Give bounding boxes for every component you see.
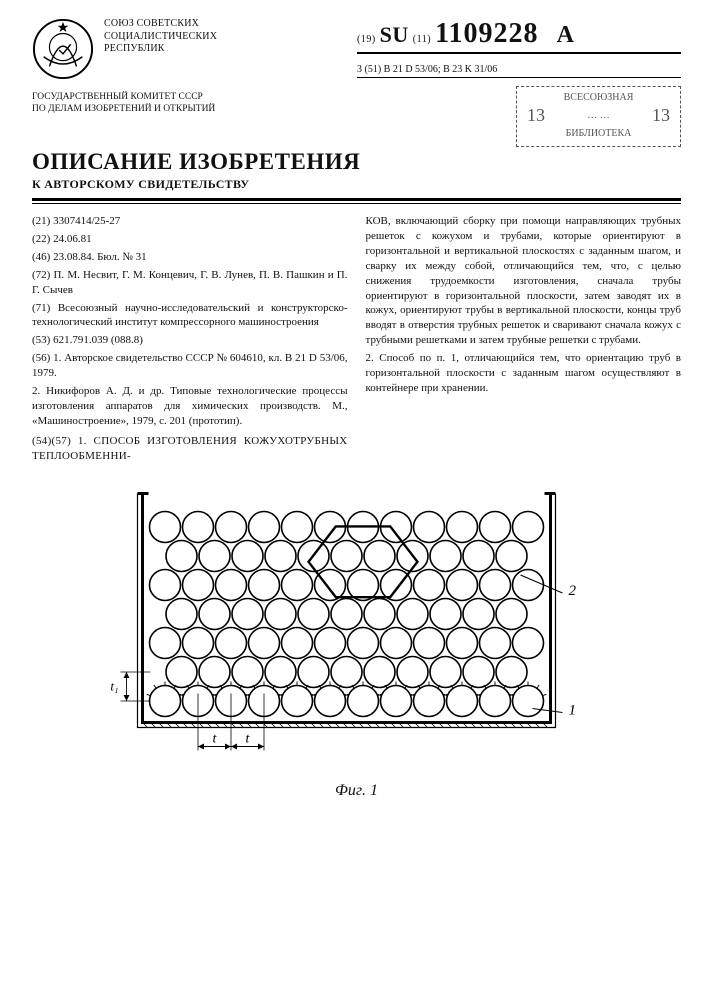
stamp-right-num: 13: [652, 104, 670, 127]
header-left: СОЮЗ СОВЕТСКИХ СОЦИАЛИСТИЧЕСКИХ РЕСПУБЛИ…: [32, 18, 317, 116]
doc-title: ОПИСАНИЕ ИЗОБРЕТЕНИЯ: [32, 149, 681, 175]
rule-thin: [32, 203, 681, 204]
stamp-line-3: БИБЛИОТЕКА: [527, 127, 670, 140]
field-54-57: (54)(57) 1. СПОСОБ ИЗГОТОВЛЕНИЯ КОЖУХОТР…: [32, 434, 348, 464]
title-block: ОПИСАНИЕ ИЗОБРЕТЕНИЯ К АВТОРСКОМУ СВИДЕТ…: [32, 149, 681, 192]
union-text: СОЮЗ СОВЕТСКИХ СОЦИАЛИСТИЧЕСКИХ РЕСПУБЛИ…: [104, 18, 217, 56]
code-19: (19): [357, 34, 376, 45]
patent-page: СОЮЗ СОВЕТСКИХ СОЦИАЛИСТИЧЕСКИХ РЕСПУБЛИ…: [0, 0, 707, 830]
column-right: КОВ, включающий сборку при помощи направ…: [366, 214, 682, 467]
header-right: (19) SU (11) 1109228 A 3 (51) B 21 D 53/…: [327, 18, 681, 147]
committee-text: ГОСУДАРСТВЕННЫЙ КОМИТЕТ СССР ПО ДЕЛАМ ИЗ…: [32, 91, 317, 116]
ipc-classification: 3 (51) B 21 D 53/06; B 23 K 31/06: [357, 54, 681, 78]
rule-thick: [32, 198, 681, 201]
patent-number: 1109228: [435, 18, 538, 50]
header-row: СОЮЗ СОВЕТСКИХ СОЦИАЛИСТИЧЕСКИХ РЕСПУБЛИ…: [32, 18, 681, 147]
kind-code: A: [543, 22, 575, 49]
field-21: (21) 3307414/25-27: [32, 214, 348, 229]
field-71: (71) Всесоюзный научно-исследовательский…: [32, 301, 348, 331]
svg-text:t₁: t₁: [110, 679, 118, 694]
field-46: (46) 23.08.84. Бюл. № 31: [32, 250, 348, 265]
ussr-emblem-icon: [32, 18, 94, 80]
svg-text:2: 2: [568, 583, 576, 599]
code-11: (11): [413, 34, 431, 45]
figure-caption: Фиг. 1: [32, 782, 681, 800]
figure-1: t t t₁ 2 1 Фиг. 1: [32, 483, 681, 800]
document-number: (19) SU (11) 1109228 A: [357, 18, 681, 54]
abstract-claim-2: 2. Способ по п. 1, отличающийся тем, что…: [366, 351, 682, 396]
svg-text:t: t: [245, 732, 250, 747]
field-72: (72) П. М. Несвит, Г. М. Концевич, Г. В.…: [32, 268, 348, 298]
abstract-claim-1: КОВ, включающий сборку при помощи направ…: [366, 214, 682, 348]
field-53: (53) 621.791.039 (088.8): [32, 333, 348, 348]
column-left: (21) 3307414/25-27 (22) 24.06.81 (46) 23…: [32, 214, 348, 467]
field-22: (22) 24.06.81: [32, 232, 348, 247]
biblio-columns: (21) 3307414/25-27 (22) 24.06.81 (46) 23…: [32, 214, 681, 467]
svg-text:t: t: [212, 732, 217, 747]
field-56-1: (56) 1. Авторское свидетельство СССР № 6…: [32, 351, 348, 381]
field-56-2: 2. Никифоров А. Д. и др. Типовые техноло…: [32, 384, 348, 429]
svg-text:1: 1: [568, 703, 576, 719]
doc-subtitle: К АВТОРСКОМУ СВИДЕТЕЛЬСТВУ: [32, 177, 681, 192]
country-code: SU: [380, 22, 409, 48]
stamp-line-1: ВСЕСОЮЗНАЯ: [527, 91, 670, 104]
stamp-left-num: 13: [527, 104, 545, 127]
stamp-center: … …: [587, 109, 610, 122]
figure-svg: t t t₁ 2 1: [97, 483, 617, 773]
library-stamp: ВСЕСОЮЗНАЯ 13 … … 13 БИБЛИОТЕКА: [516, 86, 681, 147]
